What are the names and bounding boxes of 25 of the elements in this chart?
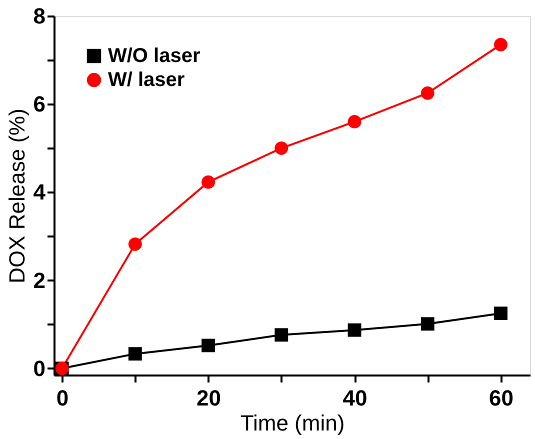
y-tick-label: 8 [33,4,46,28]
y-tick-label: 6 [33,92,46,117]
point [128,237,142,251]
point [494,38,508,52]
point [274,328,288,342]
x-tick-label: 40 [342,386,368,410]
x-tick-label: 0 [56,386,69,410]
point [348,323,362,337]
point [420,317,434,331]
legend-label: W/ laser [108,69,185,91]
y-axis-title: DOX Release (%) [4,108,30,284]
point [202,338,215,352]
y-tick-label: 0 [33,356,46,381]
x-axis-title: Time (min) [240,410,345,436]
x-tick-label: 20 [196,386,222,410]
point [420,86,434,100]
x-tick-label: 60 [489,386,514,410]
point [274,141,288,155]
y-tick-label: 4 [33,180,46,205]
y-tick-label: 2 [33,268,46,293]
point [202,175,215,189]
point [494,306,508,320]
point [128,347,142,361]
legend-label: W/O laser [108,45,200,67]
point [348,115,362,128]
